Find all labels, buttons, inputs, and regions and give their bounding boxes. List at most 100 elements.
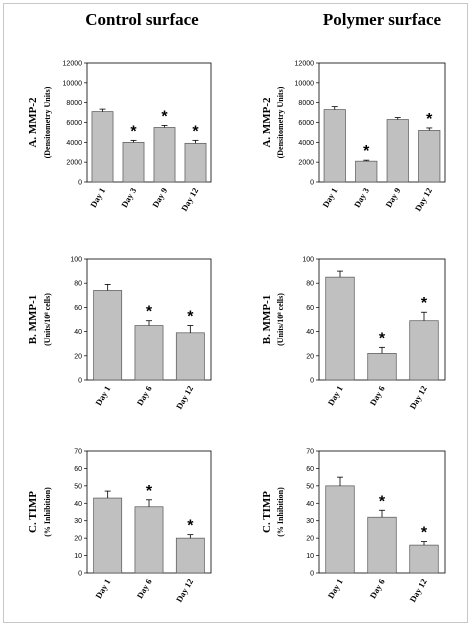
- y-tick-label: 6000: [298, 120, 314, 127]
- y-axis-sublabel: (Units/10⁸ cells): [43, 293, 52, 346]
- y-tick-label: 60: [74, 305, 82, 312]
- y-axis-label: A. MMP-2: [261, 97, 273, 148]
- y-tick-label: 10: [306, 553, 314, 560]
- bar: [355, 160, 378, 183]
- y-tick-label: 80: [74, 281, 82, 288]
- category-label: Day 1: [93, 384, 112, 407]
- bar: [367, 516, 397, 574]
- y-tick-label: 100: [302, 257, 314, 264]
- y-tick-label: 60: [306, 305, 314, 312]
- category-label: Day 1: [320, 186, 339, 209]
- bar: [409, 320, 439, 381]
- y-axis-sublabel: (% Inhibition): [43, 487, 52, 537]
- y-tick-label: 50: [306, 483, 314, 490]
- y-tick-label: 0: [310, 378, 314, 385]
- chart-panel-5: 0 10 20 30 40 50 60 70 Day 1 * Day 6 * Day 12 C. TIMP…: [261, 449, 446, 604]
- y-tick-label: 60: [74, 466, 82, 473]
- y-axis-sublabel: (Units/10⁸ cells): [276, 293, 285, 346]
- bar: [325, 276, 355, 381]
- bar: [184, 142, 207, 183]
- y-tick-label: 0: [78, 571, 82, 578]
- column-title-polymer: Polymer surface: [322, 10, 442, 29]
- y-tick-label: 20: [306, 353, 314, 360]
- y-axis-label: A. MMP-2: [27, 97, 39, 148]
- bar: [175, 332, 205, 381]
- y-axis-label: C. TIMP: [27, 491, 39, 533]
- y-tick-label: 0: [310, 571, 314, 578]
- category-label: Day 6: [368, 577, 387, 600]
- bar: [323, 109, 346, 183]
- significance-marker: *: [146, 483, 153, 500]
- y-axis-label: B. MMP-1: [27, 295, 39, 344]
- category-label: Day 3: [352, 186, 371, 209]
- category-label: Day 12: [407, 384, 428, 411]
- category-label: Day 6: [135, 384, 154, 407]
- y-tick-label: 40: [306, 501, 314, 508]
- y-tick-label: 50: [74, 483, 82, 490]
- y-tick-label: 30: [306, 518, 314, 525]
- y-axis-label: B. MMP-1: [261, 295, 273, 344]
- category-label: Day 12: [174, 577, 195, 604]
- category-label: Day 6: [368, 384, 387, 407]
- bar: [134, 325, 164, 381]
- y-tick-label: 80: [306, 281, 314, 288]
- bar: [367, 353, 397, 381]
- y-tick-label: 70: [74, 449, 82, 456]
- y-tick-label: 12000: [63, 61, 83, 68]
- category-label: Day 12: [174, 384, 195, 411]
- y-tick-label: 70: [306, 449, 314, 456]
- y-axis-sublabel: (Densitometry Units): [276, 86, 285, 158]
- y-tick-label: 2000: [298, 160, 314, 167]
- bar: [418, 130, 441, 183]
- chart-panel-3: 0 20 40 60 80 100 Day 1 * Day 6 * Day 12 B. MMP-1 (U…: [261, 257, 446, 411]
- y-tick-label: 10000: [63, 80, 83, 87]
- category-label: Day 12: [179, 186, 200, 213]
- category-label: Day 1: [93, 577, 112, 600]
- chart-panel-4: 0 10 20 30 40 50 60 70 Day 1 * Day 6 * Day 12 C. TIMP…: [27, 449, 212, 604]
- y-tick-label: 6000: [66, 120, 82, 127]
- bar: [122, 141, 145, 183]
- significance-marker: *: [192, 123, 199, 140]
- bar: [325, 485, 355, 574]
- y-tick-label: 4000: [298, 140, 314, 147]
- significance-marker: *: [130, 123, 137, 140]
- y-tick-label: 40: [74, 329, 82, 336]
- significance-marker: *: [379, 330, 386, 347]
- figure-frame: [3, 3, 468, 623]
- y-axis-sublabel: (Densitometry Units): [43, 86, 52, 158]
- bar: [134, 506, 164, 574]
- y-tick-label: 10000: [295, 80, 315, 87]
- chart-panel-1: 0 2000 4000 6000 8000 10000 12000 Day 1 * Day 3 Da…: [261, 61, 446, 213]
- y-tick-label: 60: [306, 466, 314, 473]
- category-label: Day 1: [326, 384, 345, 407]
- y-tick-label: 30: [74, 518, 82, 525]
- y-tick-label: 4000: [66, 140, 82, 147]
- significance-marker: *: [187, 518, 194, 535]
- significance-marker: *: [363, 143, 370, 160]
- y-tick-label: 20: [74, 536, 82, 543]
- bar: [93, 497, 123, 574]
- bar: [386, 119, 409, 183]
- y-tick-label: 40: [74, 501, 82, 508]
- significance-marker: *: [421, 295, 428, 312]
- category-label: Day 6: [135, 577, 154, 600]
- category-label: Day 12: [413, 186, 434, 213]
- chart-panel-0: 0 2000 4000 6000 8000 10000 12000 Day 1 * Day 3 * D…: [27, 61, 212, 213]
- bar: [153, 127, 176, 183]
- bar: [175, 537, 205, 574]
- significance-marker: *: [426, 111, 433, 128]
- bar: [409, 544, 439, 574]
- category-label: Day 9: [150, 186, 169, 209]
- y-tick-label: 20: [74, 353, 82, 360]
- significance-marker: *: [379, 493, 386, 510]
- y-tick-label: 0: [78, 180, 82, 187]
- category-label: Day 1: [88, 186, 107, 209]
- y-axis-label: C. TIMP: [261, 491, 273, 533]
- column-title-control: Control surface: [85, 10, 199, 29]
- y-tick-label: 100: [70, 257, 82, 264]
- y-tick-label: 40: [306, 329, 314, 336]
- significance-marker: *: [146, 304, 153, 321]
- y-tick-label: 0: [310, 180, 314, 187]
- y-tick-label: 2000: [66, 160, 82, 167]
